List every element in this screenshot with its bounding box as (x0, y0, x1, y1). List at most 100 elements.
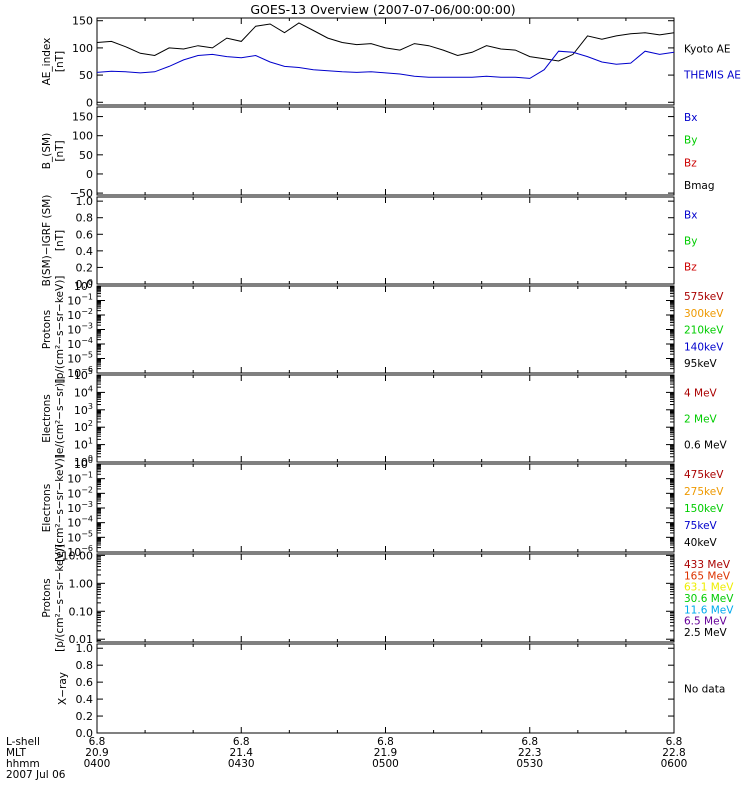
legend-by: By (684, 135, 697, 147)
y-tick-label: 0.2 (76, 710, 94, 723)
legend-475kev: 475keV (684, 469, 724, 481)
footer-tick-value: 6.8 (521, 736, 538, 748)
y-tick-label: 50 (79, 149, 93, 162)
y-axis-label: Electrons (41, 484, 53, 533)
panel-7: 0.0 0.2 0.4 0.6 0.8 1.0 X−ray No data (57, 642, 725, 740)
footer-tick-value: 6.8 (666, 736, 683, 748)
y-tick-label: 0.0 (76, 727, 94, 740)
y-tick-exponent: −6 (81, 365, 93, 374)
y-tick-label: 0.10 (69, 605, 94, 618)
y-tick-label: 1.0 (76, 195, 94, 208)
legend-themis-ae: THEMIS AE (683, 70, 741, 82)
y-axis-label: AE_index (41, 38, 53, 86)
y-tick-label: 100 (72, 42, 93, 55)
series-themis-ae (96, 50, 675, 79)
y-axis-label: X−ray (57, 672, 69, 705)
legend-40kev: 40keV (684, 537, 718, 549)
legend-300kev: 300keV (684, 308, 724, 320)
y-tick-exponent: 2 (88, 419, 93, 428)
y-tick-label: 1.0 (76, 642, 94, 655)
footer-tick-value: 0430 (228, 758, 255, 770)
legend-bmag: Bmag (684, 180, 715, 192)
y-tick-exponent: −5 (81, 351, 93, 360)
legend-kyoto-ae: Kyoto AE (684, 44, 730, 56)
panel-2: 0.0 0.2 0.4 0.6 0.8 1.0 B(SM)−IGRF (SM) [nT] Bx B… (41, 195, 697, 291)
y-tick-exponent: 4 (88, 384, 93, 393)
y-axis-label: B_(SM) (41, 133, 53, 169)
y-tick-label: 0.4 (76, 245, 94, 258)
footer-row-label: L-shell (6, 736, 40, 748)
series-kyoto-ae (96, 22, 675, 62)
footer-row-label: 2007 Jul 06 (6, 769, 66, 781)
y-axis-label: [nT] (54, 230, 66, 251)
y-axis-label: [p/(cm²−s−sr−keV)] (54, 544, 66, 652)
legend-no-data: No data (684, 684, 725, 696)
y-tick-label: 0 (86, 96, 93, 109)
y-tick-label: 0 (86, 168, 93, 181)
legend-575kev: 575keV (684, 291, 724, 303)
y-tick-label: 10.00 (62, 549, 94, 562)
y-tick-exponent: 1 (88, 437, 93, 446)
y-axis-label: [p/(cm²−s−sr−keV)] (54, 276, 66, 384)
legend-2-5-mev: 2.5 MeV (684, 627, 728, 639)
footer-tick-value: 0400 (84, 758, 111, 770)
footer-row-label: hhmm (6, 758, 40, 770)
legend-0-6-mev: 0.6 MeV (684, 440, 728, 452)
y-tick-label: 100 (72, 130, 93, 143)
y-tick-label: 150 (72, 15, 93, 28)
legend-6-5-mev: 6.5 MeV (684, 616, 728, 628)
legend-210kev: 210keV (684, 325, 724, 337)
y-axis-label: B(SM)−IGRF (SM) (41, 195, 53, 287)
footer-tick-value: 6.8 (233, 736, 250, 748)
footer-tick-value: 21.9 (374, 747, 397, 759)
y-tick-exponent: 0 (88, 456, 93, 465)
footer-tick-value: 6.8 (89, 736, 106, 748)
y-tick-label: 0.6 (76, 228, 94, 241)
legend-75kev: 75keV (684, 520, 718, 532)
panel-6: 0.01 0.10 1.00 10.00 Protons [p/(cm²−s−sr−keV… (41, 544, 734, 652)
legend-bz: Bz (684, 262, 697, 274)
y-axis-label: [e/(cm²−s−sr)] (54, 379, 66, 458)
legend-bx: Bx (684, 112, 697, 124)
y-tick-exponent: −4 (81, 515, 93, 524)
y-axis-label: [nT] (54, 51, 66, 72)
legend-bx: Bx (684, 210, 697, 222)
y-tick-label: 0.0 (76, 278, 94, 291)
y-tick-label: 0.01 (69, 633, 94, 646)
legend-11-6-mev: 11.6 MeV (684, 604, 734, 616)
y-tick-exponent: −2 (81, 485, 93, 494)
y-tick-exponent: −6 (81, 544, 93, 553)
y-tick-label: −50 (70, 187, 93, 200)
panel-1: −50 0 50 100 150 B_(SM) [nT] Bx By Bz Bmag (41, 106, 715, 200)
y-tick-label: 0.2 (76, 261, 94, 274)
y-tick-label: 0.8 (76, 212, 94, 225)
legend-4-mev: 4 MeV (684, 388, 718, 400)
y-axis-label: [e/(cm²−s−sr−keV)] (54, 454, 66, 562)
y-tick-label: 1.00 (69, 577, 94, 590)
y-axis-label: Electrons (41, 394, 53, 443)
y-tick-exponent: 3 (88, 402, 93, 411)
footer-tick-value: 21.4 (230, 747, 254, 759)
legend-433-mev: 433 MeV (684, 559, 731, 571)
y-tick-exponent: −1 (81, 293, 93, 302)
legend-150kev: 150keV (684, 503, 724, 515)
footer-tick-value: 20.9 (85, 747, 108, 759)
y-tick-label: 50 (79, 69, 93, 82)
y-axis-label: Protons (41, 578, 53, 617)
footer-tick-value: 0500 (372, 758, 399, 770)
y-tick-label: 0.8 (76, 659, 94, 672)
y-axis-label: Protons (41, 310, 53, 349)
y-tick-exponent: −4 (81, 336, 93, 345)
legend-2-mev: 2 MeV (684, 414, 718, 426)
y-tick-exponent: −3 (81, 500, 93, 509)
y-tick-label: 150 (72, 111, 93, 124)
y-axis-label: [nT] (54, 140, 66, 161)
footer-tick-value: 0600 (661, 758, 688, 770)
legend-63-1-mev: 63.1 MeV (684, 582, 734, 594)
footer-tick-value: 6.8 (377, 736, 394, 748)
legend-bz: Bz (684, 157, 697, 169)
